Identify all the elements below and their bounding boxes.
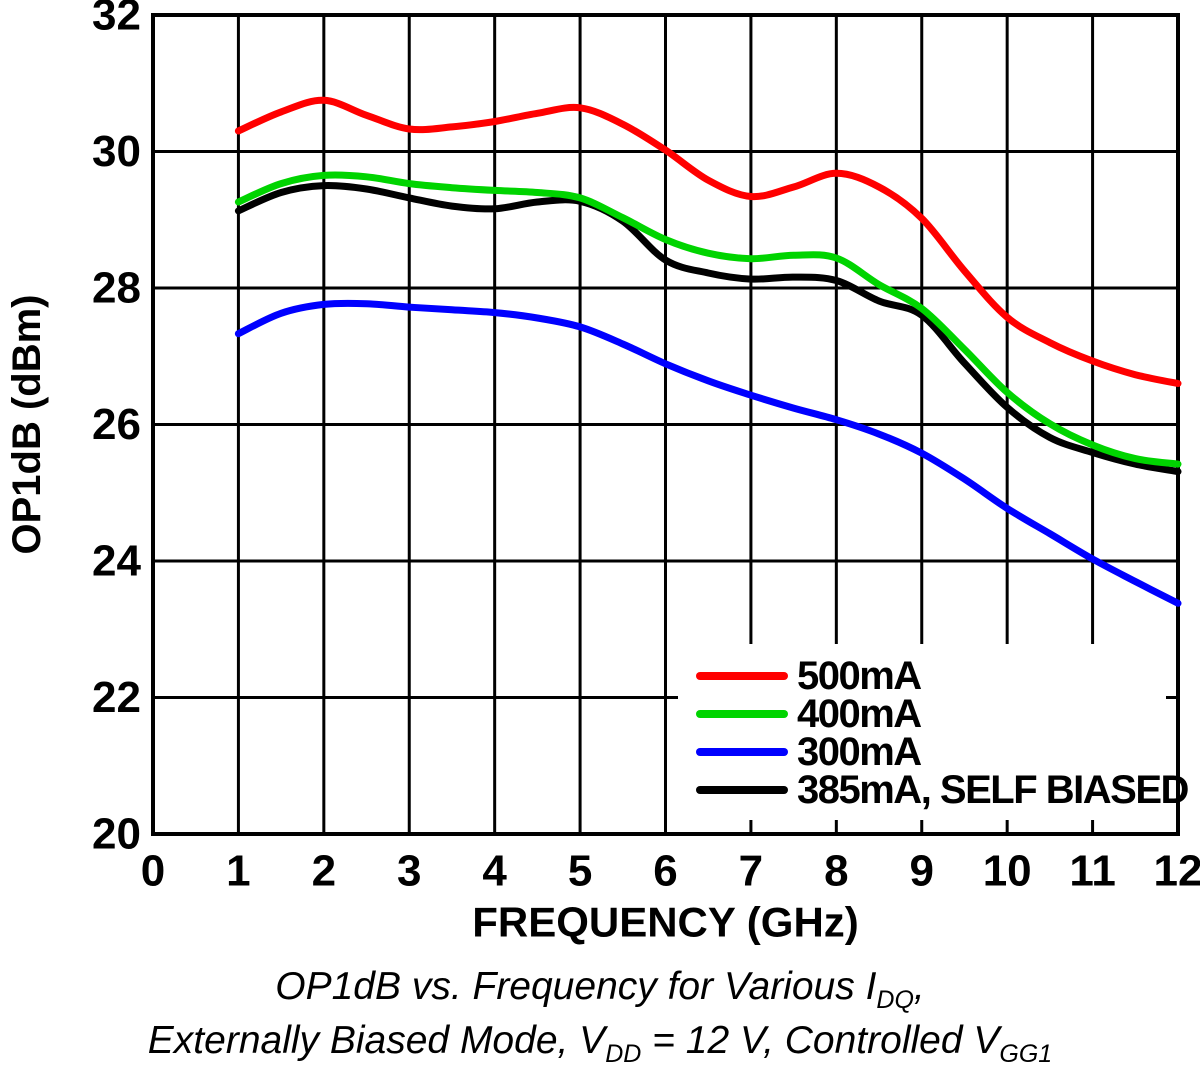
x-tick-label-0: 0 (141, 847, 165, 896)
op1db-vs-frequency-chart: 0 1 2 3 4 5 6 7 8 9 10 11 1220222426283032FREQUENCY … (5, 0, 1200, 946)
caption-line2-subscript-gg1: GG1 (999, 1039, 1053, 1068)
caption-line1-comma: , (913, 965, 925, 1008)
curve-500ma (234, 96, 1182, 387)
caption-line1-subscript: DQ (876, 985, 914, 1014)
x-tick-label-4: 4 (482, 847, 507, 896)
x-tick-label-5: 5 (568, 847, 592, 896)
x-tick-label-10: 10 (983, 847, 1032, 896)
curve-385ma-self-biased (234, 182, 1182, 476)
y-axis-title: OP1dB (dBm) (5, 295, 49, 555)
y-tick-label-20: 20 (92, 810, 141, 859)
legend-label-385ma-self-biased: 385mA, SELF BIASED (797, 768, 1189, 812)
y-tick-label-28: 28 (92, 264, 141, 313)
y-tick-label-26: 26 (92, 400, 141, 449)
curve-300ma (234, 299, 1182, 607)
y-tick-label-22: 22 (92, 673, 141, 722)
caption-line1-text: OP1dB vs. Frequency for Various I (275, 965, 877, 1008)
x-axis-title: FREQUENCY (GHz) (472, 899, 859, 946)
x-tick-label-9: 9 (910, 847, 934, 896)
caption-line-2: Externally Biased Mode, VDD = 12 V, Cont… (0, 1014, 1200, 1068)
x-tick-label-11: 11 (1069, 847, 1116, 896)
caption-line-1: OP1dB vs. Frequency for Various IDQ, (0, 960, 1200, 1014)
caption-line2-subscript-dd: DD (605, 1039, 642, 1068)
figure-caption: OP1dB vs. Frequency for Various IDQ, Ext… (0, 960, 1200, 1068)
x-tick-label-12: 12 (1154, 847, 1200, 896)
legend-label-500ma: 500mA (797, 654, 921, 698)
x-tick-label-7: 7 (739, 847, 763, 896)
caption-line2-text-mid: = 12 V, Controlled V (641, 1019, 1000, 1062)
y-tick-label-32: 32 (92, 0, 141, 40)
legend-label-400ma: 400mA (797, 692, 921, 736)
y-tick-label-24: 24 (92, 537, 141, 586)
legend-label-300ma: 300mA (797, 730, 921, 774)
curve-400ma (234, 171, 1182, 468)
caption-line2-text: Externally Biased Mode, V (147, 1019, 606, 1062)
x-tick-label-8: 8 (824, 847, 848, 896)
plot-border (151, 13, 1180, 836)
x-tick-label-1: 1 (226, 847, 250, 896)
x-tick-label-2: 2 (312, 847, 336, 896)
x-tick-label-6: 6 (653, 847, 677, 896)
x-tick-label-3: 3 (397, 847, 421, 896)
y-tick-label-30: 30 (92, 127, 141, 176)
